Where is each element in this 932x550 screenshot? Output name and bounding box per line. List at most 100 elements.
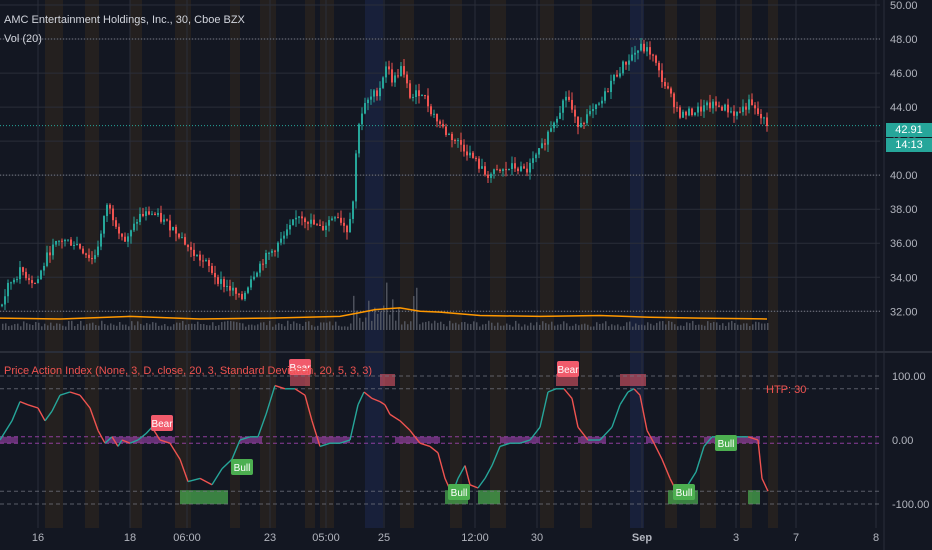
candle-body — [253, 276, 255, 280]
volume-bar — [707, 321, 709, 330]
volume-bar — [467, 323, 469, 330]
volume-ma-line — [0, 307, 768, 320]
volume-bar — [626, 322, 628, 330]
bear-zone — [620, 374, 646, 386]
volume-bar — [611, 324, 613, 330]
volume-bar — [416, 287, 418, 330]
volume-bar — [419, 324, 421, 330]
volume-bar — [104, 324, 106, 330]
candle-body — [259, 263, 261, 273]
time-tick-label: 12:00 — [461, 532, 489, 544]
candle-body — [679, 107, 681, 118]
oscillator-line-segment — [599, 426, 613, 441]
oscillator-line-segment — [187, 477, 201, 483]
volume-bar — [602, 323, 604, 330]
volume-bar — [476, 322, 478, 330]
volume-bar — [608, 326, 610, 330]
candle-body — [490, 173, 492, 178]
volume-bar — [206, 325, 208, 330]
volume-bar — [308, 321, 310, 330]
bear-marker: Bear — [289, 359, 311, 375]
volume-bar — [119, 322, 121, 330]
volume-bar — [2, 323, 4, 330]
candle-body — [622, 61, 624, 74]
oscillator-line-segment — [179, 458, 189, 482]
candle-body — [46, 252, 48, 266]
oscillator-line-segment — [239, 436, 251, 441]
candle-body — [349, 218, 351, 233]
candle-body — [439, 121, 441, 124]
candle-body — [199, 254, 201, 261]
volume-bar — [698, 324, 700, 330]
candle-body — [457, 140, 459, 142]
candle-body — [547, 131, 549, 145]
candle-body — [157, 212, 159, 216]
volume-bar — [83, 325, 85, 330]
candle-body — [181, 237, 183, 239]
oscillator-line-segment — [529, 426, 541, 441]
bull-marker: Bull — [715, 435, 737, 451]
oscillator-line-segment — [577, 426, 589, 441]
volume-bar — [71, 320, 73, 330]
volume-bar — [632, 326, 634, 330]
oscillator-line-segment — [547, 388, 557, 393]
volume-bar — [53, 325, 55, 330]
candle-body — [358, 124, 360, 154]
volume-bar — [575, 323, 577, 330]
volume-bar — [668, 320, 670, 330]
oscillator-line-segment — [304, 395, 313, 421]
session-stripe — [540, 0, 554, 528]
bear-zone — [380, 374, 395, 386]
candle-body — [760, 113, 762, 119]
candle-body — [22, 267, 24, 272]
volume-bar — [749, 326, 751, 330]
volume-bar — [440, 321, 442, 330]
candle-body — [208, 260, 210, 266]
volume-bar — [347, 326, 349, 330]
candle-body — [745, 106, 747, 110]
candle-body — [733, 111, 735, 116]
candle-body — [319, 224, 321, 226]
candle-body — [298, 216, 300, 218]
volume-bar — [494, 325, 496, 330]
oscillator-line-segment — [539, 391, 549, 428]
session-stripe — [665, 0, 677, 528]
volume-bar — [95, 325, 97, 330]
volume-bar — [452, 323, 454, 330]
candle-body — [436, 113, 438, 122]
candle-body — [406, 74, 408, 84]
symbol-title: AMC Entertainment Holdings, Inc., 30, Cb… — [4, 14, 245, 26]
volume-bar — [464, 321, 466, 330]
volume-bar — [554, 325, 556, 330]
candle-body — [664, 81, 666, 87]
volume-bar — [722, 323, 724, 330]
volume-bar — [314, 326, 316, 330]
candle-body — [295, 217, 297, 220]
candle-body — [484, 166, 486, 175]
candle-body — [262, 263, 264, 265]
candle-body — [184, 237, 186, 245]
volume-bar — [458, 324, 460, 330]
volume-bar — [413, 296, 415, 330]
bull-marker-text: Bull — [234, 463, 251, 474]
candle-body — [151, 213, 153, 215]
candle-body — [565, 96, 567, 101]
time-tick-label: 05:00 — [312, 532, 340, 544]
candle-body — [67, 239, 69, 241]
candle-body — [241, 294, 243, 300]
oscillator-line-segment — [484, 465, 493, 479]
oscillator-line-segment — [519, 439, 531, 444]
volume-bar — [344, 326, 346, 330]
volume-bar — [290, 323, 292, 330]
candle-body — [517, 168, 519, 172]
volume-bar — [761, 323, 763, 330]
volume-bar — [671, 321, 673, 330]
candle-body — [106, 204, 108, 217]
volume-bar — [236, 322, 238, 330]
candle-body — [736, 111, 738, 116]
volume-bar — [485, 323, 487, 330]
volume-bar — [551, 321, 553, 330]
volume-bar — [68, 321, 70, 330]
candle-body — [220, 279, 222, 284]
